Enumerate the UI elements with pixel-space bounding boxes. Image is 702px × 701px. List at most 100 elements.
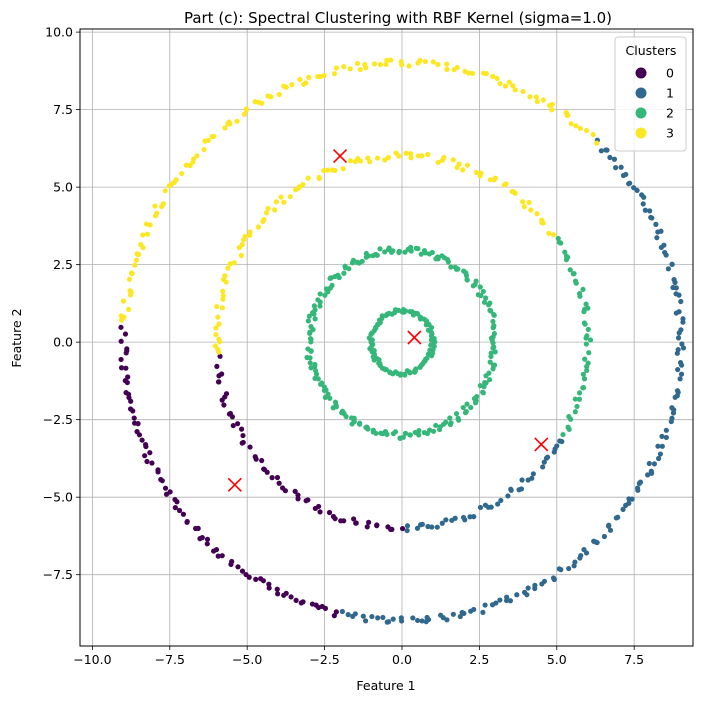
data-point: [464, 401, 470, 407]
data-point: [118, 356, 124, 363]
data-point: [311, 311, 317, 317]
data-point: [508, 486, 514, 492]
data-point: [425, 351, 432, 357]
data-point: [528, 207, 534, 213]
data-point: [127, 406, 134, 412]
data-point: [448, 264, 454, 270]
data-point: [407, 432, 413, 438]
data-point: [247, 232, 253, 238]
data-point: [663, 434, 669, 441]
data-point: [295, 496, 301, 502]
data-point: [677, 376, 683, 382]
data-point: [354, 60, 361, 67]
data-point: [201, 146, 207, 153]
data-point: [514, 592, 520, 598]
data-point: [219, 553, 225, 559]
data-point: [340, 166, 346, 172]
data-point: [276, 91, 282, 98]
data-point: [332, 515, 338, 522]
data-point: [241, 237, 247, 243]
data-point: [477, 284, 483, 290]
data-point: [216, 349, 222, 355]
data-point: [292, 488, 298, 494]
data-point: [439, 253, 445, 259]
data-point: [491, 344, 497, 350]
data-point: [336, 274, 342, 281]
data-point: [408, 151, 414, 157]
data-point: [364, 524, 370, 530]
plot-frame: [79, 28, 694, 647]
centroid-marker: [332, 149, 348, 164]
data-point: [322, 292, 328, 298]
data-point: [378, 430, 384, 436]
data-point: [351, 516, 357, 522]
data-point: [149, 460, 155, 466]
data-point: [123, 365, 129, 371]
data-point: [471, 606, 477, 613]
data-point: [269, 475, 275, 481]
data-point: [583, 127, 590, 134]
data-point: [532, 582, 538, 588]
data-point: [219, 305, 226, 311]
data-point: [475, 292, 481, 298]
data-point: [399, 525, 406, 532]
data-point: [454, 164, 460, 171]
data-point: [402, 430, 409, 436]
data-point: [382, 157, 388, 163]
data-point: [147, 450, 153, 456]
data-point: [307, 330, 313, 336]
data-point: [572, 409, 578, 415]
data-point: [120, 298, 127, 304]
data-point: [604, 147, 610, 153]
y-tick-label: −2.5: [43, 412, 73, 427]
data-point: [530, 471, 536, 477]
data-point: [307, 360, 313, 366]
data-point: [467, 514, 473, 520]
data-point: [651, 461, 658, 467]
data-point: [669, 415, 675, 421]
data-point: [480, 389, 486, 395]
data-point: [557, 438, 563, 444]
data-point: [581, 547, 587, 553]
data-point: [214, 363, 220, 369]
data-point: [246, 574, 252, 580]
data-point: [351, 418, 357, 425]
data-point: [118, 317, 125, 323]
data-point: [339, 608, 345, 615]
data-point: [482, 602, 488, 608]
data-point: [586, 350, 592, 356]
data-point: [162, 485, 169, 491]
data-point: [354, 259, 360, 265]
data-point: [360, 613, 366, 619]
data-point: [308, 339, 314, 345]
data-point: [396, 249, 402, 256]
data-point: [215, 553, 221, 559]
data-point: [352, 158, 358, 165]
data-point: [176, 507, 183, 514]
data-point: [393, 150, 399, 156]
data-point: [308, 365, 314, 371]
data-point: [272, 207, 278, 213]
data-point: [492, 349, 498, 355]
data-point: [384, 57, 390, 63]
data-point: [546, 230, 552, 236]
data-point: [159, 203, 165, 210]
data-point: [495, 501, 501, 507]
data-point: [383, 61, 389, 67]
data-point: [675, 347, 681, 353]
data-point: [341, 64, 347, 70]
data-point: [558, 240, 564, 246]
data-point: [373, 430, 379, 436]
y-tick-label: −7.5: [43, 567, 73, 582]
data-point: [540, 97, 546, 103]
data-point: [327, 275, 333, 281]
data-point: [573, 280, 579, 286]
data-points: [118, 57, 687, 625]
data-point: [483, 380, 489, 386]
data-point: [431, 343, 437, 349]
data-point: [223, 279, 229, 285]
centroid-marker: [534, 437, 549, 452]
data-point: [213, 547, 220, 553]
data-point: [416, 432, 422, 438]
data-point: [240, 439, 246, 446]
